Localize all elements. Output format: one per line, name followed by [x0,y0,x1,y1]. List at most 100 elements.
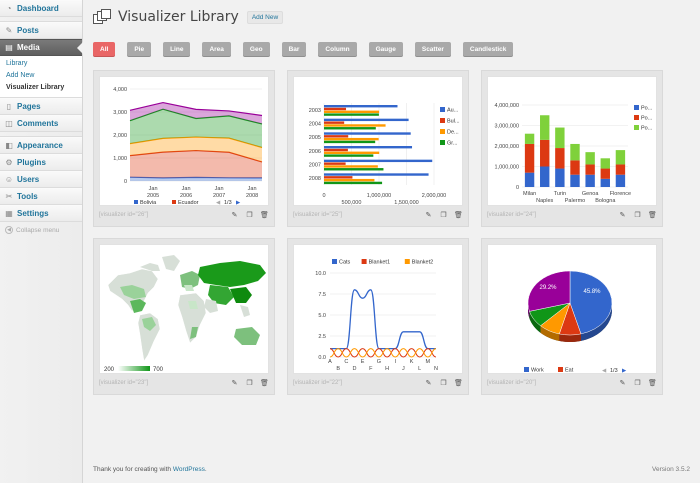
x-tick-label: I [394,359,396,365]
legend-label: Cats [339,260,351,266]
filter-gauge[interactable]: Gauge [368,42,403,57]
chart-card: 45.8% 29.2% Work Eat ◀ 1/3 ▶ [visualizer id="2… [481,238,663,395]
legend-label: Eat [565,368,574,374]
delete-icon[interactable]: 🗑 [648,379,657,387]
x-tick-label: 2005 [147,193,159,199]
x-tick-label: Naples [536,198,553,204]
clone-icon[interactable]: ❐ [246,211,253,219]
legend-label: Po... [641,126,653,132]
x-tick-label: Jan [215,186,224,192]
y-tick-label: 3,000 [113,110,127,116]
y-tick-label: 4,000 [113,87,127,93]
filter-column[interactable]: Column [318,42,357,57]
posts-icon: ✎ [5,25,13,35]
menu-pages[interactable]: ▯ Pages [0,98,82,115]
clone-icon[interactable]: ❐ [634,211,641,219]
x-tick-label: B [336,366,340,372]
filter-line[interactable]: Line [163,42,191,57]
column-segment [524,143,535,173]
clone-icon[interactable]: ❐ [634,379,641,387]
area-series-line [129,108,263,125]
legend-swatch [440,107,445,112]
chart-preview: 200 700 [99,244,269,374]
submenu-visualizer-library[interactable]: Visualizer Library [6,84,65,91]
shortcode-text: [visualizer id="23"] [99,380,149,386]
area-series [130,102,262,124]
filter-area[interactable]: Area [202,42,231,57]
delete-icon[interactable]: 🗑 [260,379,269,387]
menu-dashboard[interactable]: ◔ Dashboard [0,0,82,17]
menu-plugins[interactable]: ⚙ Plugins [0,154,82,171]
y-tick-label: 2005 [309,135,321,141]
shortcode-text: [visualizer id="24"] [487,212,537,218]
card-footer: [visualizer id="23"] ✎ ❐ 🗑 [99,377,269,389]
admin-sidebar: ◔ Dashboard ✎ Posts ▤ Media Library Add New… [0,0,83,483]
submenu-add-new[interactable]: Add New [6,72,35,79]
clone-icon[interactable]: ❐ [440,211,447,219]
legend-label: De... [447,130,459,136]
world-map [107,255,266,362]
chart-card: 0.0 2.5 5.0 7.5 10.0 A B C D E F G H I J K L M N Cats Blanke… [287,238,469,395]
menu-settings[interactable]: ▦ Settings [0,205,82,222]
wordpress-link[interactable]: WordPress [172,466,205,473]
legend-prev-icon: ◀ [216,200,221,206]
filter-candlestick[interactable]: Candlestick [462,42,514,57]
menu-users[interactable]: ☺ Users [0,171,82,188]
x-tick-label: 2008 [246,193,258,199]
column-segment [555,168,565,187]
filter-all[interactable]: All [93,42,116,57]
add-new-button[interactable]: Add New [246,10,284,24]
bar [324,154,374,157]
x-tick-label: C [344,359,348,365]
legend-label: Blanket2 [412,260,433,266]
legend-swatch [634,115,639,120]
delete-icon[interactable]: 🗑 [454,211,463,219]
column-segment [600,168,610,179]
x-tick-label: E [361,359,365,365]
pie-slice-label: 45.8% [583,289,601,295]
chart-preview: 45.8% 29.2% Work Eat ◀ 1/3 ▶ [487,244,657,374]
clone-icon[interactable]: ❐ [440,379,447,387]
menu-tools[interactable]: ✂ Tools [0,188,82,205]
bar [324,165,378,168]
filter-scatter[interactable]: Scatter [414,42,451,57]
chart-card: 0 1,000 2,000 3,000 4,000 Jan 2005 Jan 2006 Jan 20… [93,70,275,227]
menu-media[interactable]: ▤ Media [0,39,82,56]
legend-swatch [634,125,639,130]
column-segment [615,164,626,175]
filter-bar[interactable]: Bar [281,42,307,57]
edit-icon[interactable]: ✎ [619,379,626,387]
edit-icon[interactable]: ✎ [425,379,432,387]
comments-icon: ◫ [5,118,13,128]
geo-legend: 200 700 [104,366,164,373]
menu-posts[interactable]: ✎ Posts [0,22,82,39]
page-title: Visualizer Library [118,9,239,25]
legend-swatch [332,259,337,264]
filter-geo[interactable]: Geo [242,42,270,57]
x-tick-label: G [377,359,381,365]
legend-swatch [134,200,138,204]
x-tick-label: Bologna [595,198,616,204]
menu-comments[interactable]: ◫ Comments [0,115,82,132]
page-header: Visualizer Library Add New [93,7,284,27]
submenu-library[interactable]: Library [6,60,28,67]
delete-icon[interactable]: 🗑 [260,211,269,219]
menu-appearance[interactable]: ◧ Appearance [0,137,82,154]
edit-icon[interactable]: ✎ [425,211,432,219]
bar [324,148,348,152]
delete-icon[interactable]: 🗑 [648,211,657,219]
column-segment [555,148,565,169]
delete-icon[interactable]: 🗑 [454,379,463,387]
bar [324,159,433,163]
x-tick-label: D [352,366,356,372]
edit-icon[interactable]: ✎ [231,211,238,219]
filter-pie[interactable]: Pie [127,42,152,57]
area-series [130,150,262,178]
collapse-menu[interactable]: ◀ Collapse menu [0,222,82,238]
dashboard-icon: ◔ [6,3,12,13]
clone-icon[interactable]: ❐ [246,379,253,387]
area-series-line [129,101,263,117]
edit-icon[interactable]: ✎ [619,211,626,219]
edit-icon[interactable]: ✎ [231,379,238,387]
